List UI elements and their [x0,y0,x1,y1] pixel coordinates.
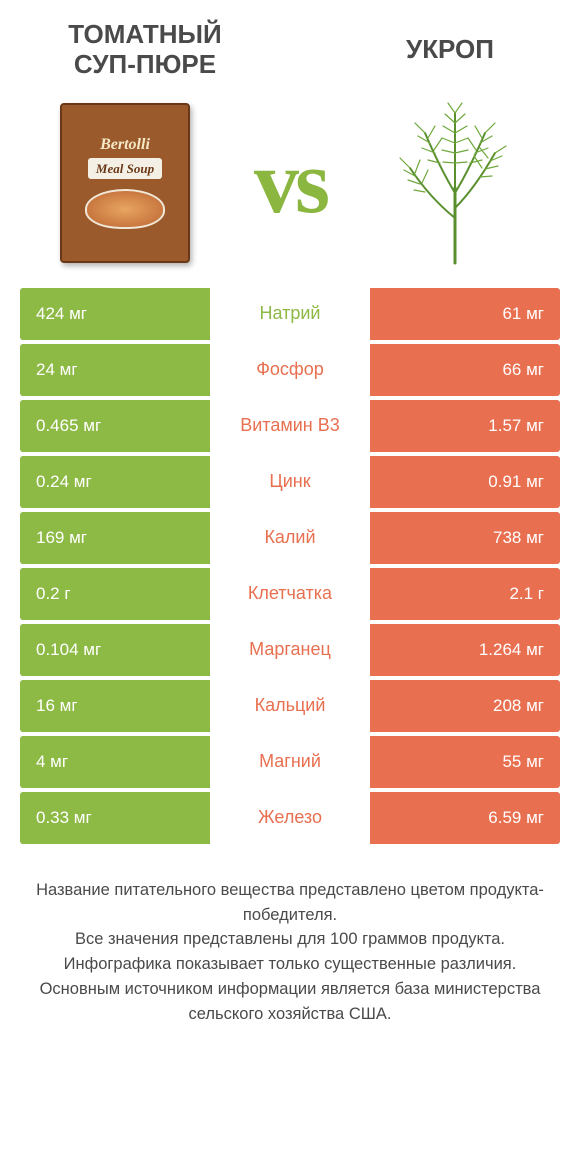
header: Томатный суп-пюре Укроп [0,0,580,80]
value-left: 0.33 мг [20,792,210,844]
dill-icon [370,98,540,268]
value-left: 424 мг [20,288,210,340]
value-left: 0.24 мг [20,456,210,508]
footer-line: Основным источником информации является … [30,977,550,1027]
nutrient-name: Натрий [210,303,370,324]
value-right: 738 мг [370,512,560,564]
nutrient-name: Клетчатка [210,583,370,604]
images-row: Bertolli Meal Soup vs [0,80,580,288]
nutrition-row: 4 мгМагний55 мг [20,736,560,788]
value-right: 0.91 мг [370,456,560,508]
soup-brand: Bertolli [100,136,150,154]
nutrition-row: 24 мгФосфор66 мг [20,344,560,396]
nutrition-row: 0.104 мгМарганец1.264 мг [20,624,560,676]
title-right: Укроп [360,35,540,65]
nutrient-name: Калий [210,527,370,548]
value-right: 2.1 г [370,568,560,620]
nutrient-name: Марганец [210,639,370,660]
value-right: 55 мг [370,736,560,788]
value-right: 1.264 мг [370,624,560,676]
value-right: 208 мг [370,680,560,732]
nutrient-name: Цинк [210,471,370,492]
value-right: 66 мг [370,344,560,396]
nutrition-row: 0.465 мгВитамин B31.57 мг [20,400,560,452]
value-left: 0.2 г [20,568,210,620]
nutrient-name: Витамин B3 [210,415,370,436]
value-right: 6.59 мг [370,792,560,844]
soup-box-icon: Bertolli Meal Soup [60,103,190,263]
nutrition-row: 169 мгКалий738 мг [20,512,560,564]
infographic-container: Томатный суп-пюре Укроп Bertolli Meal So… [0,0,580,1174]
value-left: 0.104 мг [20,624,210,676]
footer-notes: Название питательного вещества представл… [0,848,580,1027]
nutrition-row: 0.2 гКлетчатка2.1 г [20,568,560,620]
nutrient-name: Фосфор [210,359,370,380]
nutrition-table: 424 мгНатрий61 мг24 мгФосфор66 мг0.465 м… [0,288,580,844]
footer-line: Все значения представлены для 100 граммо… [30,927,550,952]
product-image-right [370,98,540,268]
nutrient-name: Кальций [210,695,370,716]
nutrient-name: Железо [210,807,370,828]
footer-line: Название питательного вещества представл… [30,878,550,928]
nutrition-row: 0.33 мгЖелезо6.59 мг [20,792,560,844]
soup-bowl-icon [85,189,165,229]
soup-label: Meal Soup [88,158,162,179]
nutrition-row: 424 мгНатрий61 мг [20,288,560,340]
value-left: 24 мг [20,344,210,396]
value-left: 4 мг [20,736,210,788]
footer-line: Инфографика показывает только существенн… [30,952,550,977]
value-left: 0.465 мг [20,400,210,452]
vs-text: vs [254,131,326,234]
nutrition-row: 16 мгКальций208 мг [20,680,560,732]
value-left: 169 мг [20,512,210,564]
value-right: 1.57 мг [370,400,560,452]
nutrition-row: 0.24 мгЦинк0.91 мг [20,456,560,508]
nutrient-name: Магний [210,751,370,772]
title-left: Томатный суп-пюре [40,20,250,80]
value-right: 61 мг [370,288,560,340]
value-left: 16 мг [20,680,210,732]
product-image-left: Bertolli Meal Soup [40,98,210,268]
